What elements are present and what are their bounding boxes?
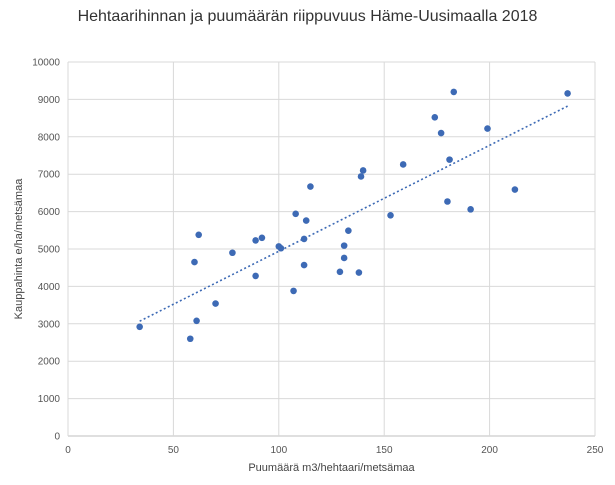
trendline — [139, 105, 568, 322]
data-point — [450, 88, 458, 96]
data-point — [258, 234, 266, 242]
data-point — [467, 206, 474, 213]
y-tick-label: 7000 — [38, 170, 61, 181]
data-point — [444, 198, 451, 205]
data-point — [564, 90, 571, 97]
y-tick-label: 0 — [54, 432, 60, 443]
y-tick-label: 6000 — [38, 207, 61, 218]
data-point — [252, 237, 259, 244]
data-point — [193, 317, 200, 325]
grid-lines — [67, 61, 596, 437]
data-point — [359, 167, 367, 174]
data-point — [252, 272, 259, 280]
data-point — [292, 210, 299, 218]
y-axis-label: Kauppahinta e/ha/metsämaa — [13, 178, 25, 320]
x-tick-label: 200 — [481, 445, 498, 456]
y-tick-label: 8000 — [38, 132, 61, 143]
y-tick-label: 5000 — [38, 245, 61, 256]
x-axis-label: Puumäärä m3/hehtaari/metsämaa — [248, 462, 415, 474]
data-point — [229, 249, 236, 257]
data-point — [345, 227, 352, 234]
x-tick-label: 50 — [168, 445, 180, 456]
x-tick-label: 150 — [376, 445, 393, 456]
data-point — [484, 125, 491, 132]
data-point — [431, 114, 439, 121]
y-tick-label: 2000 — [38, 357, 61, 368]
y-tick-label: 1000 — [38, 394, 61, 405]
data-point — [511, 186, 519, 193]
y-tick-label: 9000 — [38, 95, 61, 106]
x-tick-label: 0 — [65, 445, 71, 456]
data-point — [399, 161, 407, 168]
data-points — [136, 88, 571, 343]
data-point — [191, 258, 198, 266]
chart-title: Hehtaarihinnan ja puumäärän riippuvuus H… — [77, 8, 538, 25]
data-point — [290, 287, 297, 295]
data-point — [195, 231, 202, 239]
data-point — [340, 254, 348, 262]
y-tick-label: 4000 — [38, 282, 61, 293]
data-point — [300, 235, 308, 243]
tick-labels: 0100020003000400050006000700080009000100… — [32, 58, 604, 457]
data-point — [302, 217, 310, 224]
data-point — [300, 261, 308, 269]
data-point — [212, 300, 219, 307]
x-tick-label: 250 — [587, 445, 604, 456]
y-tick-label: 3000 — [38, 319, 61, 330]
data-point — [336, 268, 344, 276]
y-tick-label: 10000 — [32, 58, 60, 69]
data-point — [186, 335, 194, 343]
data-point — [307, 183, 314, 190]
data-point — [387, 212, 394, 219]
data-point — [340, 242, 348, 249]
data-point — [437, 129, 445, 137]
data-point — [446, 156, 453, 163]
x-tick-label: 100 — [270, 445, 287, 456]
data-point — [355, 269, 363, 276]
data-point — [357, 173, 365, 180]
data-point — [136, 323, 143, 331]
data-point — [277, 244, 285, 252]
